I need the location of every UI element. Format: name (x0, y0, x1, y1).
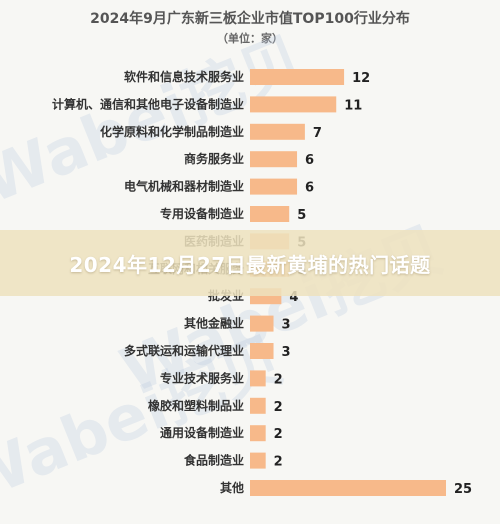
value-label: 5 (297, 208, 306, 223)
value-label: 7 (313, 126, 322, 141)
value-label: 2 (274, 400, 283, 415)
bar (250, 370, 266, 387)
bar (250, 96, 337, 113)
category-label: 计算机、通信和其他电子设备制造业 (52, 96, 244, 111)
category-label: 商务服务业 (184, 151, 244, 166)
category-label: 其他 (220, 480, 244, 495)
bar (250, 425, 266, 442)
value-label: 12 (352, 71, 370, 86)
bar (250, 151, 298, 168)
category-label: 软件和信息技术服务业 (124, 69, 244, 84)
bar (250, 315, 274, 332)
category-label: 其他金融业 (184, 316, 244, 331)
bar (250, 397, 266, 414)
value-label: 3 (282, 318, 291, 333)
bar (250, 206, 290, 222)
category-label: 化学原料和化学制品制造业 (100, 124, 244, 139)
bar (250, 452, 266, 469)
overlay-banner: 2024年12月27日最新黄埔的热门话题 (0, 230, 500, 296)
category-label: 专用设备制造业 (160, 206, 244, 221)
category-label: 电气机械和器材制造业 (124, 179, 244, 194)
value-label: 2 (274, 455, 283, 470)
bar (250, 69, 345, 85)
chart-title: 2024年9月广东新三板企业市值TOP100行业分布 (90, 11, 410, 27)
bar (250, 480, 446, 496)
value-label: 2 (274, 427, 283, 442)
value-label: 25 (454, 482, 472, 497)
bar (250, 343, 274, 359)
category-label: 多式联运和运输代理业 (124, 343, 244, 358)
value-label: 11 (344, 98, 362, 113)
category-label: 橡胶和塑料制品业 (148, 398, 244, 413)
category-label: 通用设备制造业 (160, 425, 244, 440)
bar (250, 178, 298, 195)
chart-subtitle: （单位：家） (217, 32, 283, 45)
value-label: 6 (305, 181, 314, 196)
value-label: 3 (282, 345, 291, 360)
value-label: 2 (274, 372, 283, 387)
category-label: 食品制造业 (183, 453, 244, 468)
category-label: 专业技术服务业 (160, 370, 244, 385)
value-label: 4 (289, 290, 298, 305)
banner-text: 2024年12月27日最新黄埔的热门话题 (69, 252, 431, 277)
bar (250, 123, 305, 140)
value-label: 6 (305, 153, 314, 168)
